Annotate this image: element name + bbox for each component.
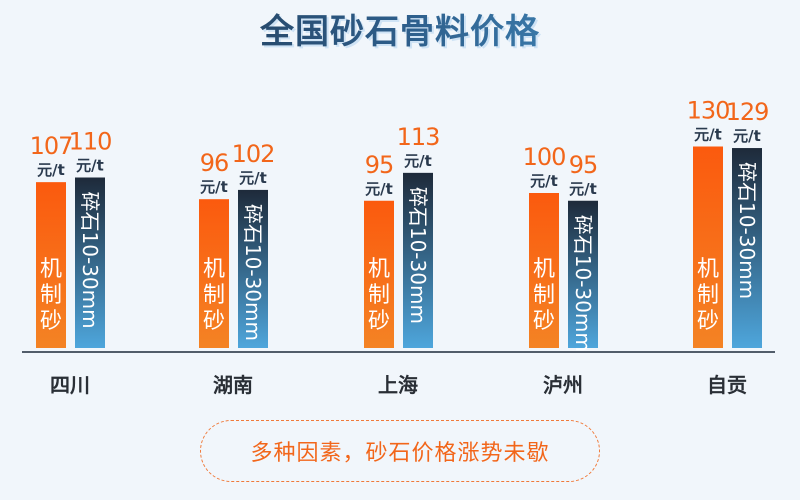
bar-machine-sand [36, 182, 66, 348]
series-label: 机 [368, 257, 390, 282]
series-label: 制 [533, 283, 555, 308]
value-label: 100 [523, 143, 566, 171]
bar-gravel [238, 189, 268, 348]
bar-chart: 四川107元/t机制砂110元/t碎石10-30mm湖南96元/t机制砂102元… [22, 97, 775, 397]
unit-label: 元/t [37, 161, 65, 179]
bar-gravel [403, 172, 433, 348]
bar-gravel [732, 148, 762, 348]
bar-machine-sand [199, 199, 229, 348]
value-label: 129 [726, 98, 769, 126]
bar-machine-sand [364, 200, 394, 348]
value-label: 95 [569, 151, 598, 179]
unit-label: 元/t [76, 157, 104, 175]
category-label: 四川 [50, 373, 90, 397]
value-label: 96 [200, 149, 229, 177]
value-label: 130 [687, 97, 730, 125]
footer-note: 多种因素，砂石价格涨势未歇 [200, 420, 600, 482]
series-label: 机 [40, 257, 62, 282]
value-label: 110 [69, 128, 112, 156]
category-label: 自贡 [707, 373, 747, 397]
series-label: 砂 [40, 309, 62, 334]
unit-label: 元/t [694, 126, 722, 144]
unit-label: 元/t [200, 178, 228, 196]
series-label: 砂 [697, 309, 719, 334]
unit-label: 元/t [239, 169, 267, 187]
bar-gravel [75, 177, 105, 348]
unit-label: 元/t [569, 180, 597, 198]
series-label: 砂 [533, 309, 555, 334]
series-label: 机 [697, 257, 719, 282]
series-label: 碎石10-30mm [406, 187, 430, 324]
bar-machine-sand [529, 193, 559, 348]
value-label: 102 [232, 140, 275, 168]
footer-note-text: 多种因素，砂石价格涨势未歇 [250, 441, 550, 466]
series-label: 碎石10-30mm [78, 192, 102, 329]
unit-label: 元/t [365, 180, 393, 198]
unit-label: 元/t [530, 172, 558, 190]
value-label: 107 [30, 132, 73, 160]
unit-label: 元/t [404, 152, 432, 170]
series-label: 砂 [368, 309, 390, 334]
series-label: 制 [40, 283, 62, 308]
series-label: 砂 [203, 309, 225, 334]
series-label: 碎石10-30mm [735, 162, 759, 299]
series-label: 制 [368, 283, 390, 308]
category-label: 湖南 [213, 373, 253, 397]
bar-machine-sand [693, 146, 723, 348]
unit-label: 元/t [733, 127, 761, 145]
value-label: 113 [397, 123, 440, 151]
series-label: 碎石10-30mm [571, 215, 595, 352]
series-label: 碎石10-30mm [241, 204, 265, 341]
bar-gravel [568, 200, 598, 348]
series-label: 制 [203, 283, 225, 308]
value-label: 95 [365, 151, 394, 179]
series-label: 机 [533, 257, 555, 282]
chart-title: 全国砂石骨料价格 [0, 4, 800, 53]
category-label: 上海 [378, 373, 418, 397]
series-label: 制 [697, 283, 719, 308]
category-label: 泸州 [543, 373, 583, 397]
series-label: 机 [203, 257, 225, 282]
